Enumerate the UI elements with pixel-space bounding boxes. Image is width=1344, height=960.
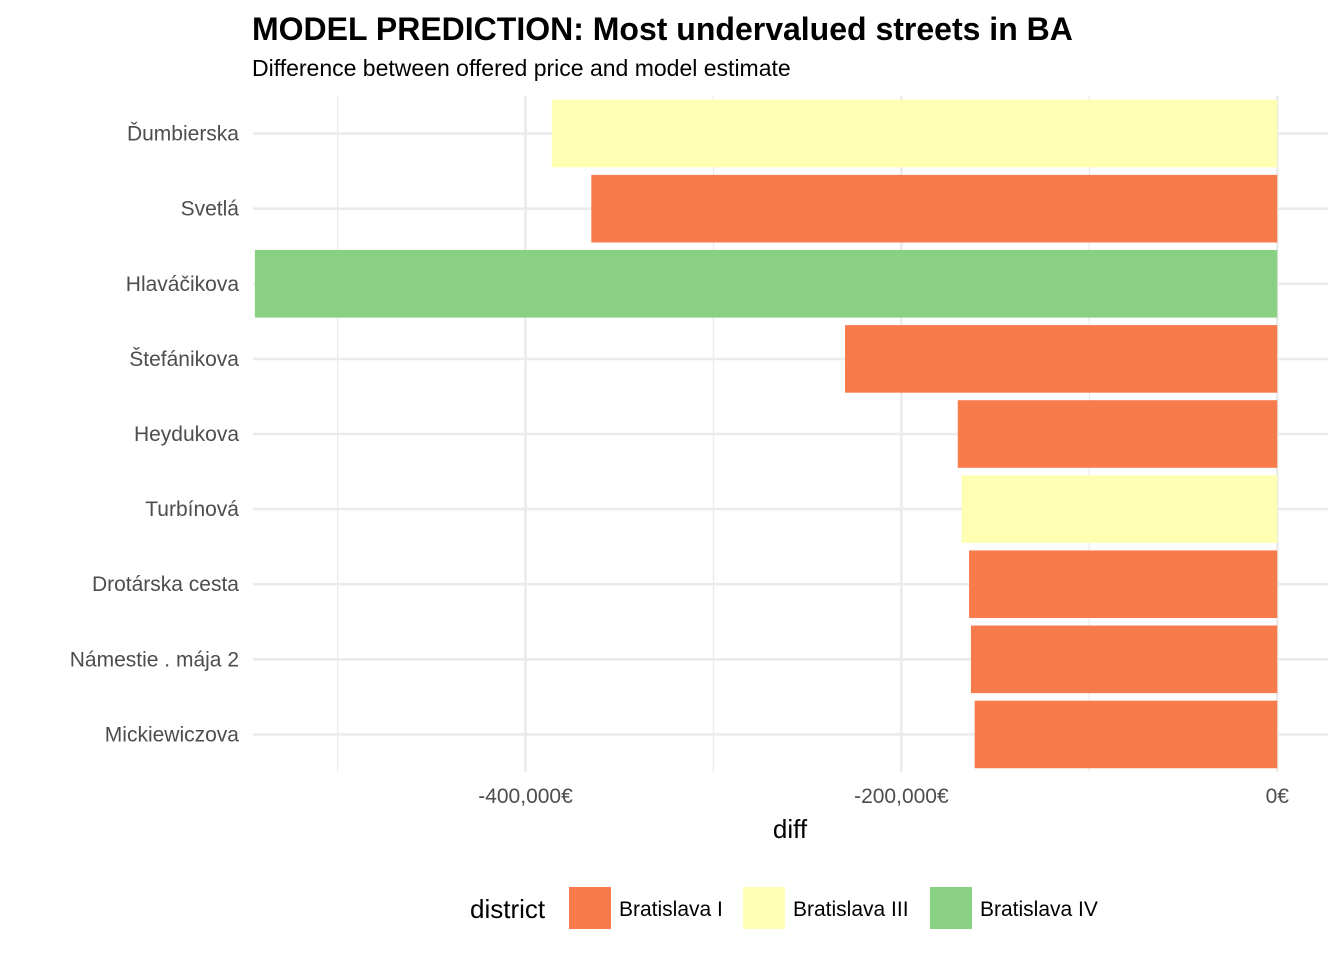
- x-tick-label: 0€: [1266, 785, 1290, 808]
- y-tick-label: Ďumbierska: [127, 123, 239, 146]
- legend-key: [569, 887, 611, 929]
- y-tick-label: Heydukova: [134, 423, 239, 446]
- bars: [254, 99, 1278, 769]
- x-axis-tick-labels: -400,000€ -200,000€ 0€: [478, 785, 1289, 808]
- bar: [961, 475, 1278, 543]
- y-tick-label: Drotárska cesta: [92, 573, 239, 596]
- bar: [970, 625, 1278, 694]
- legend-label: Bratislava III: [793, 898, 909, 921]
- legend-key: [930, 887, 972, 929]
- bar: [254, 249, 1278, 318]
- bar: [974, 700, 1278, 769]
- chart-title: MODEL PREDICTION: Most undervalued stree…: [252, 11, 1073, 47]
- y-tick-label: Mickiewiczova: [105, 723, 240, 746]
- y-tick-label: Turbínová: [145, 498, 239, 521]
- legend-label: Bratislava I: [619, 898, 723, 921]
- bar: [591, 174, 1278, 243]
- x-axis-label: diff: [773, 814, 808, 844]
- x-tick-label: -200,000€: [854, 785, 949, 808]
- bar: [957, 400, 1278, 468]
- y-axis-tick-labels: Ďumbierska Svetlá Hlaváčikova Štefánikova He…: [70, 123, 240, 747]
- y-tick-label: Svetlá: [181, 198, 240, 221]
- y-tick-label: Námestie . mája 2: [70, 648, 239, 671]
- chart-subtitle: Difference between offered price and mod…: [252, 55, 791, 81]
- bar: [845, 325, 1278, 393]
- bar: [969, 550, 1278, 619]
- y-tick-label: Hlaváčikova: [126, 273, 240, 296]
- legend-title: district: [470, 894, 546, 924]
- legend: district Bratislava I Bratislava III Brati…: [470, 887, 1098, 929]
- legend-key: [743, 887, 785, 929]
- bar: [551, 99, 1278, 168]
- x-tick-label: -400,000€: [478, 785, 573, 808]
- y-tick-label: Štefánikova: [129, 348, 239, 371]
- legend-label: Bratislava IV: [980, 898, 1098, 921]
